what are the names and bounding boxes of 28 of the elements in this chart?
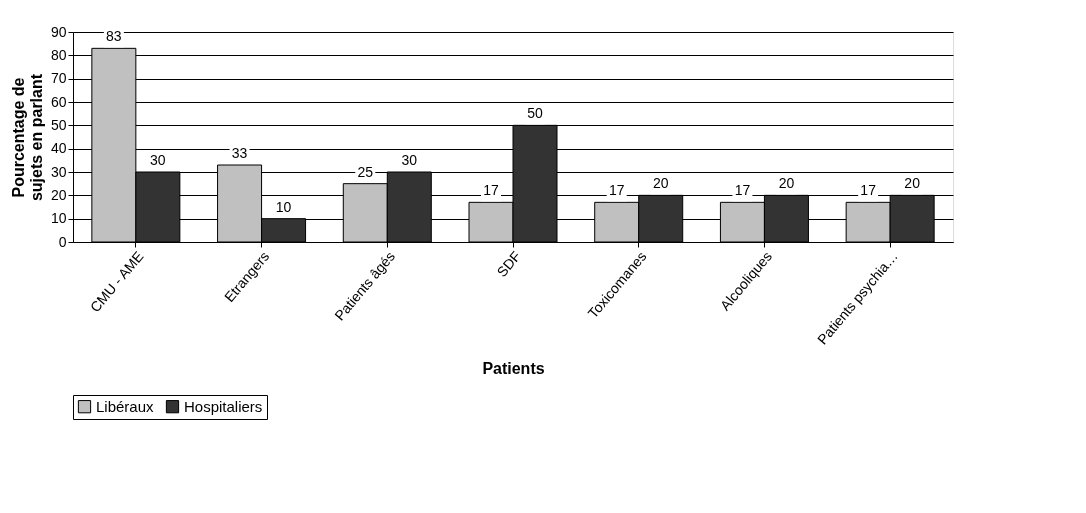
data-label: 10 (275, 198, 292, 215)
data-label: 20 (778, 175, 795, 192)
y-tick-label: 30 (50, 163, 67, 180)
data-label: 33 (231, 145, 248, 161)
data-label: 25 (357, 163, 374, 180)
data-label: 17 (483, 182, 499, 199)
data-label: 30 (150, 152, 166, 168)
data-label: 17 (860, 182, 877, 199)
y-tick-label: 50 (50, 116, 67, 133)
legend-label: Libéraux (96, 397, 155, 415)
y-tick-label: 80 (50, 46, 67, 63)
legend-label: Hospitaliers (184, 397, 263, 415)
data-label: 30 (401, 152, 418, 168)
y-tick-label: 60 (50, 93, 67, 110)
y-tick-label: 20 (50, 186, 67, 203)
y-tick-label: 0 (58, 233, 67, 250)
y-tick-label: 40 (50, 140, 67, 157)
y-axis-title: Pourcentage de sujets en parlant (9, 73, 45, 202)
y-tick-label: 70 (50, 70, 67, 87)
y-tick-label: 90 (50, 23, 67, 40)
data-label: 17 (608, 182, 625, 199)
x-axis-title: Patients (482, 360, 545, 378)
data-label: 50 (527, 105, 543, 122)
data-label: 20 (904, 175, 921, 192)
y-tick-label: 10 (50, 210, 67, 227)
data-label: 17 (734, 182, 751, 199)
data-label: 83 (106, 28, 122, 45)
data-label: 20 (652, 175, 669, 192)
